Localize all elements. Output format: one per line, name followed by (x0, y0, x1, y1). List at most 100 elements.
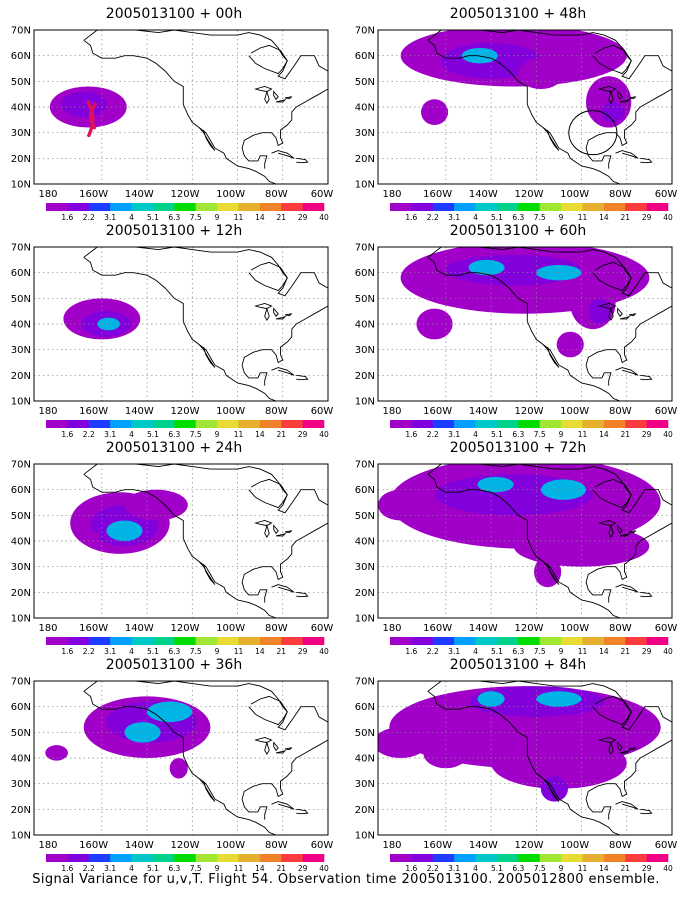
latitude-label: 70N (11, 26, 31, 37)
latitude-label: 30N (11, 128, 31, 139)
map-frame (33, 246, 329, 402)
colorbar-label: 29 (298, 864, 308, 873)
lake-outline (264, 740, 270, 755)
colorbar-segment (281, 420, 303, 428)
latitude-label: 40N (355, 320, 375, 331)
map-field (34, 464, 328, 618)
coastline (615, 150, 639, 159)
colorbar-segment (46, 203, 68, 211)
colorbar-label: 1.6 (405, 430, 417, 439)
variance-contour (588, 298, 611, 324)
colorbar-segment (582, 203, 605, 211)
colorbar-segment (88, 637, 111, 645)
coastline (271, 150, 295, 159)
colorbar-segment (281, 637, 303, 645)
colorbar-segment (475, 854, 498, 862)
latitude-label: 30N (355, 345, 375, 356)
latitude-label: 60N (355, 702, 375, 713)
colorbar-label: 3.1 (104, 647, 116, 656)
map-field (378, 30, 672, 184)
panel-title: 2005013100 + 48h (449, 6, 587, 22)
lake-outline (273, 524, 279, 535)
colorbar-label: 1.6 (405, 647, 417, 656)
map-canvas: 70N 60N 50N 40N 30N 20N 10N 180 160W 140W 120W 100W… (11, 26, 334, 223)
latitude-label: 60N (355, 485, 375, 496)
coastline (615, 801, 639, 810)
colorbar-label: 3.1 (104, 864, 116, 873)
longitude-label: 60W (655, 189, 678, 200)
colorbar-label: 6.3 (168, 430, 180, 439)
map-frame (33, 29, 329, 185)
colorbar-label: 7.5 (190, 213, 202, 222)
coastline (427, 247, 672, 297)
longitude-label: 180 (38, 840, 57, 851)
colorbar-label: 4 (473, 213, 478, 222)
colorbar-label: 14 (255, 430, 265, 439)
map-frame (33, 680, 329, 836)
longitude-label: 80W (265, 406, 288, 417)
map-canvas: 70N 60N 50N 40N 30N 20N 10N 180 160W 140W 120W 100W… (11, 677, 334, 874)
latitude-label: 40N (355, 537, 375, 548)
coastline (83, 247, 328, 297)
coastline (585, 739, 672, 820)
colorbar-label: 40 (319, 430, 329, 439)
latitude-label: 50N (11, 77, 31, 88)
colorbar-label: 5.1 (491, 430, 503, 439)
longitude-label: 60W (311, 406, 334, 417)
observation-point (87, 133, 91, 138)
colorbar-segment (302, 637, 325, 645)
colorbar-segment (454, 854, 476, 862)
colorbar-label: 2.2 (83, 430, 95, 439)
map-panel-36h: 2005013100 + 36h 70N 60N 50N 40N 30N 20N 10N 18… (4, 657, 344, 873)
colorbar-label: 14 (599, 647, 609, 656)
colorbar-segment (454, 203, 476, 211)
colorbar-label: 1.6 (405, 213, 417, 222)
coastline (296, 374, 309, 381)
colorbar-segment (496, 420, 519, 428)
colorbar-label: 21 (620, 864, 630, 873)
lake-outline (597, 303, 617, 310)
colorbar-segment (110, 203, 132, 211)
latitude-label: 20N (355, 588, 375, 599)
coastline (83, 256, 277, 401)
lake-outline (275, 532, 287, 537)
colorbar-label: 2.2 (427, 647, 439, 656)
colorbar-label: 5.1 (491, 213, 503, 222)
coastline (427, 681, 672, 731)
colorbar-label: 2.2 (83, 864, 95, 873)
colorbar-label: 11 (578, 647, 588, 656)
colorbar-segment (152, 854, 175, 862)
lake-outline (608, 306, 614, 321)
colorbar-segment (539, 203, 562, 211)
lake-outline (597, 520, 617, 527)
colorbar-label: 6.3 (168, 864, 180, 873)
colorbar-segment (454, 637, 476, 645)
coastline (248, 478, 288, 509)
colorbar-segment (518, 420, 540, 428)
variance-contour (468, 259, 505, 276)
colorbar-segment (539, 637, 562, 645)
colorbar-label: 11 (578, 430, 588, 439)
longitude-label: 120W (515, 840, 544, 851)
colorbar-label: 7.5 (534, 864, 546, 873)
colorbar-label: 6.3 (512, 430, 524, 439)
coastline (615, 367, 639, 376)
variance-contour (61, 91, 107, 118)
colorbar-label: 3.1 (448, 430, 460, 439)
latitude-label: 40N (11, 537, 31, 548)
coastline (592, 478, 632, 509)
colorbar-label: 21 (620, 430, 630, 439)
panel-title: 2005013100 + 36h (105, 657, 243, 673)
colorbar-label: 14 (599, 213, 609, 222)
colorbar-segment (195, 420, 218, 428)
coastline (83, 473, 277, 618)
observation-point (92, 125, 97, 130)
colorbar-label: 7.5 (534, 647, 546, 656)
colorbar-segment (390, 420, 412, 428)
colorbar-segment (539, 420, 562, 428)
lake-outline (619, 315, 631, 320)
colorbar-segment (88, 203, 111, 211)
colorbar-label: 5.1 (147, 647, 159, 656)
lake-outline (264, 89, 270, 104)
map-field (378, 247, 672, 401)
